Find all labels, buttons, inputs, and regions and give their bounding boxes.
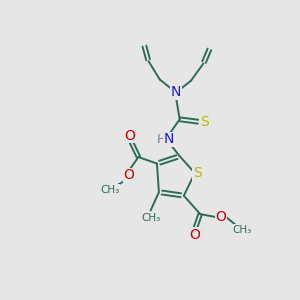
Text: CH₃: CH₃	[100, 185, 120, 195]
Text: O: O	[215, 210, 226, 224]
Text: O: O	[124, 169, 134, 182]
Text: N: N	[164, 132, 174, 146]
Text: CH₃: CH₃	[141, 213, 160, 223]
Text: N: N	[171, 85, 181, 99]
Text: H: H	[157, 133, 167, 146]
Text: S: S	[193, 166, 202, 180]
Text: O: O	[125, 129, 136, 142]
Text: O: O	[189, 228, 200, 242]
Text: S: S	[200, 115, 208, 129]
Text: CH₃: CH₃	[232, 224, 251, 235]
